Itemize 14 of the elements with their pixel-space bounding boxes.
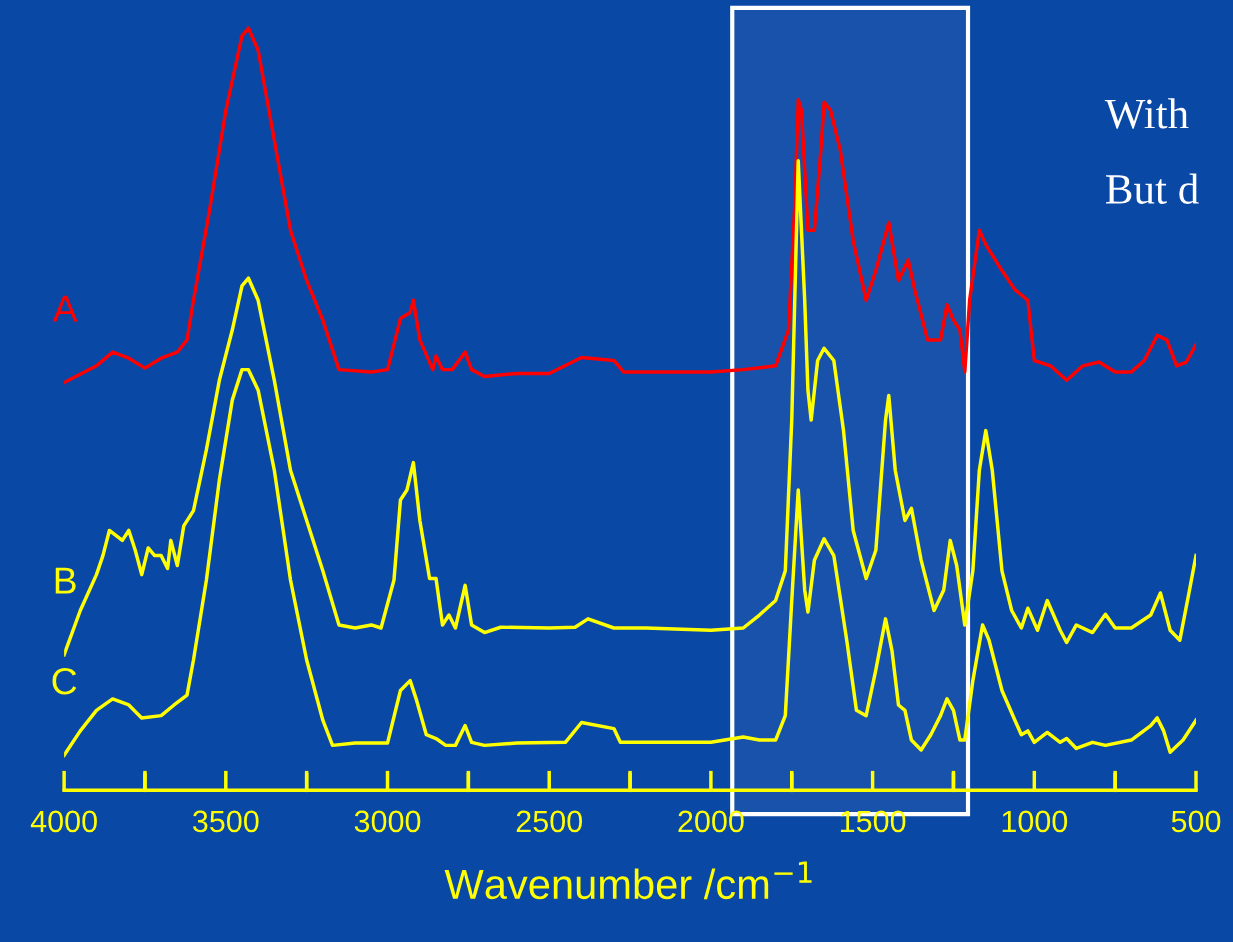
x-tick-label: 2500 <box>516 810 583 833</box>
x-axis-title: Wavenumber /cm$^{−1}$ <box>444 861 812 900</box>
x-tick-label: 3500 <box>193 810 259 833</box>
x-tick-label: 1000 <box>1002 810 1068 833</box>
series-label: A <box>52 295 78 322</box>
x-tick-label: 500 <box>1171 810 1221 833</box>
x-tick-label: 2000 <box>678 810 744 833</box>
x-tick-label: 3000 <box>354 810 421 833</box>
annotation: But d <box>1106 173 1199 204</box>
series-label: B <box>55 567 76 594</box>
series-label: C <box>52 667 77 695</box>
x-tick-label: 1500 <box>840 810 906 833</box>
annotation: With <box>1104 98 1189 129</box>
x-tick-label: 4000 <box>30 810 97 833</box>
